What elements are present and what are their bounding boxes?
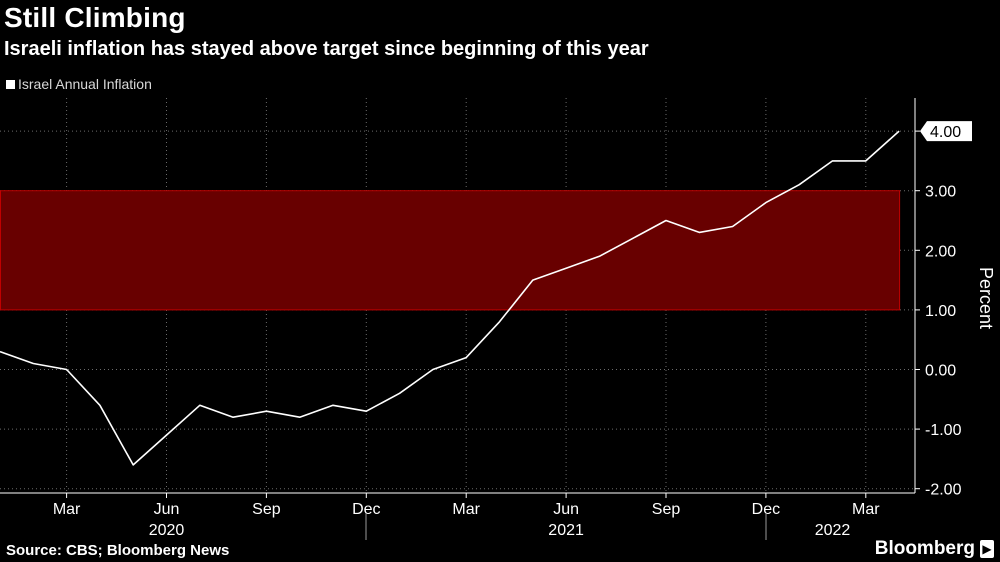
target-band-layer bbox=[0, 190, 901, 311]
x-tick-label: Dec bbox=[752, 501, 780, 518]
x-tick-label: Mar bbox=[852, 501, 880, 518]
x-tick-label: Mar bbox=[53, 501, 81, 518]
brand-logo: Bloomberg ▶ bbox=[875, 538, 994, 560]
bloomberg-terminal-icon: ▶ bbox=[980, 540, 994, 558]
x-year-label: 2021 bbox=[548, 522, 584, 539]
x-tick-label: Jun bbox=[154, 501, 180, 518]
legend-label: Israel Annual Inflation bbox=[18, 76, 152, 92]
y-tick-label: 0.00 bbox=[925, 363, 956, 380]
y-axis-label: Percent bbox=[976, 267, 996, 329]
brand-name: Bloomberg bbox=[874, 538, 975, 559]
label-layer: 4.00 bbox=[920, 121, 972, 142]
y-tick-label: -1.00 bbox=[925, 422, 962, 439]
target-band bbox=[0, 190, 901, 311]
series-layer bbox=[0, 130, 900, 466]
y-tick-label: 3.00 bbox=[925, 184, 956, 201]
last-value-callout bbox=[920, 121, 972, 142]
y-tick-label: -2.00 bbox=[925, 482, 962, 499]
series-line bbox=[0, 130, 900, 466]
legend-swatch bbox=[6, 79, 15, 89]
axis-layer: 3.00 2.00 1.00 0.00 -1.00 -2.00 Percent Mar Jun S… bbox=[0, 98, 996, 540]
chart-title: Still Climbing bbox=[4, 2, 186, 33]
x-year-label: 2022 bbox=[815, 522, 851, 539]
legend: Israel Annual Inflation bbox=[6, 76, 152, 92]
chart-subtitle: Israeli inflation has stayed above targe… bbox=[4, 38, 649, 60]
x-tick-label: Dec bbox=[352, 501, 380, 518]
x-year-label: 2020 bbox=[149, 522, 185, 539]
x-tick-label: Sep bbox=[652, 501, 681, 518]
x-tick-label: Sep bbox=[252, 501, 281, 518]
y-tick-label: 1.00 bbox=[925, 303, 956, 320]
x-tick-label: Mar bbox=[452, 501, 480, 518]
x-tick-label: Jun bbox=[553, 501, 579, 518]
source-note: Source: CBS; Bloomberg News bbox=[6, 542, 230, 559]
last-value-label: 4.00 bbox=[930, 124, 961, 141]
y-tick-label: 2.00 bbox=[925, 243, 956, 260]
